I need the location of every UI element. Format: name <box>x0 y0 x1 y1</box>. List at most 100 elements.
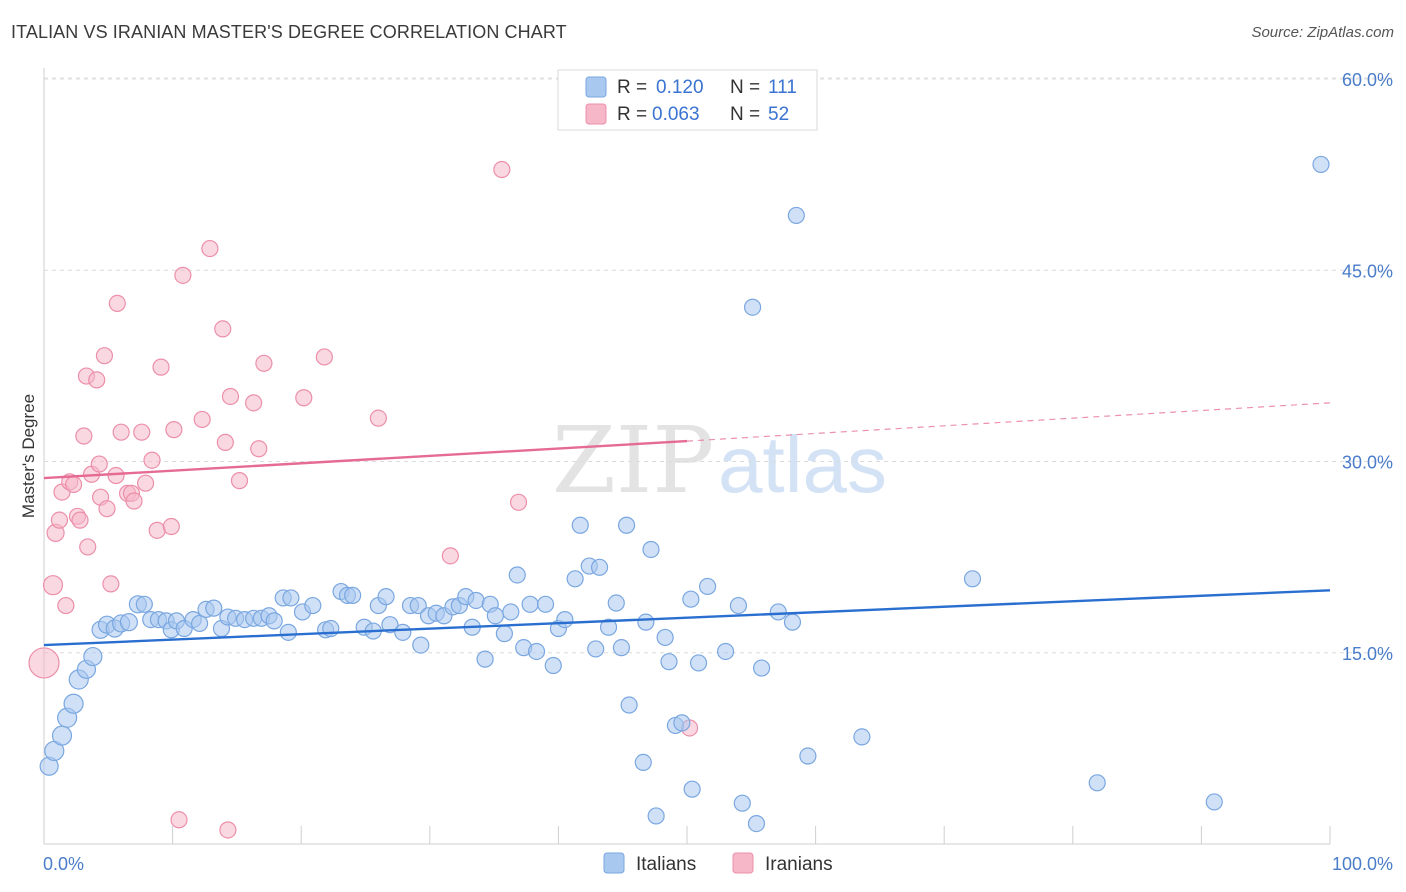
legend-r-value-italians: 0.120 <box>656 77 704 98</box>
italians-point <box>476 650 494 668</box>
italians-point <box>769 603 787 621</box>
italians-point <box>135 595 153 613</box>
italians-point <box>599 618 618 636</box>
italians-point <box>747 814 766 833</box>
iranians-point <box>75 427 93 445</box>
italians-point <box>467 591 485 610</box>
iranians-point <box>193 410 211 429</box>
legend-n-label-iranians: N = <box>730 104 760 125</box>
iranians-point <box>28 647 60 679</box>
italians-point <box>282 589 300 607</box>
italians-point <box>787 206 805 225</box>
italians-point <box>587 640 605 658</box>
iranians-point <box>230 472 249 490</box>
iranians-point <box>90 455 108 473</box>
italians-point <box>716 642 735 661</box>
iranians-point <box>250 440 268 458</box>
italians-point <box>673 714 691 732</box>
x-tick-label: 100.0% <box>1332 854 1393 874</box>
iranians-point <box>133 423 151 441</box>
iranians-point <box>245 394 263 412</box>
legend-n-value-italians: 111 <box>768 77 797 98</box>
iranians-trend-line <box>43 439 688 480</box>
italians-point <box>1088 774 1106 792</box>
watermark: ZIP atlas <box>552 407 887 514</box>
iranians-point <box>107 466 125 485</box>
iranians-point <box>295 389 313 407</box>
bottom-legend-label-italians: Italians <box>636 854 696 875</box>
iranians-point <box>71 511 89 529</box>
italians-point <box>647 807 665 825</box>
italians-point <box>634 753 652 772</box>
iranians-point <box>88 371 106 389</box>
italians-point <box>783 613 802 631</box>
italians-point <box>1312 155 1330 174</box>
x-tick-label: 0.0% <box>43 854 84 874</box>
italians-point <box>381 616 399 634</box>
iranians-point <box>57 596 75 615</box>
iranians-point <box>42 575 64 596</box>
italians-point <box>412 636 430 654</box>
legend-swatch-iranians <box>585 103 607 125</box>
italians-point <box>265 612 283 630</box>
italians-point <box>51 725 73 746</box>
iranians-point <box>112 423 130 441</box>
iranians-point <box>221 387 240 406</box>
italians-point <box>521 595 539 613</box>
iranians-trend-extension <box>686 402 1331 442</box>
iranians-point <box>108 294 126 312</box>
italians-point <box>556 610 574 629</box>
y-tick-label: 30.0% <box>1342 453 1393 473</box>
italians-point <box>191 614 209 633</box>
watermark-zip: ZIP <box>552 407 714 514</box>
italians-point <box>799 747 817 765</box>
italians-point <box>590 558 609 576</box>
italians-point <box>486 607 504 625</box>
iranians-point <box>170 811 188 829</box>
x-minor-ticks <box>172 826 1331 844</box>
italians-point <box>660 653 678 671</box>
italians-point <box>743 298 762 316</box>
italians-point <box>607 594 625 612</box>
y-axis-label: Master's Degree <box>19 394 38 518</box>
iranians-point <box>219 821 237 839</box>
italians-point <box>733 794 751 812</box>
gridlines <box>44 77 1392 654</box>
italians-point <box>495 625 513 643</box>
italians-point <box>683 780 701 798</box>
iranians-point <box>143 451 161 469</box>
bottom-legend-swatch-italians <box>603 852 625 874</box>
italians-point <box>508 566 526 584</box>
y-tick-label: 15.0% <box>1342 644 1393 664</box>
iranians-point <box>441 547 459 565</box>
legend-n-value-iranians: 52 <box>768 104 789 125</box>
italians-point <box>682 590 700 608</box>
italians-point <box>119 613 138 632</box>
iranians-point <box>95 347 114 365</box>
italians-point <box>536 595 555 613</box>
iranians-point <box>148 521 166 539</box>
legend-r-label-italians: R = <box>617 77 647 98</box>
italians-point <box>617 516 636 534</box>
iranians-point <box>162 517 180 536</box>
iranians-point <box>369 409 387 427</box>
watermark-atlas: atlas <box>718 420 887 509</box>
italians-point <box>83 646 103 667</box>
iranians-point <box>315 348 333 366</box>
trend-lines <box>43 402 1331 647</box>
italians-point <box>612 639 631 657</box>
italians-point <box>566 570 584 588</box>
iranians-point <box>216 433 234 451</box>
legend-r-value-iranians: 0.063 <box>652 104 700 125</box>
bottom-legend-label-iranians: Iranians <box>765 854 833 875</box>
italians-point <box>698 577 717 596</box>
iranians-point <box>152 358 170 376</box>
iranians-point <box>509 493 528 511</box>
bottom-legend-swatch-iranians <box>732 852 754 874</box>
italians-point <box>752 659 771 677</box>
italians-point <box>729 596 748 615</box>
iranians-point <box>255 354 273 372</box>
italians-point <box>502 603 520 621</box>
legend-n-label-italians: N = <box>730 77 760 98</box>
iranians-point <box>174 266 192 284</box>
